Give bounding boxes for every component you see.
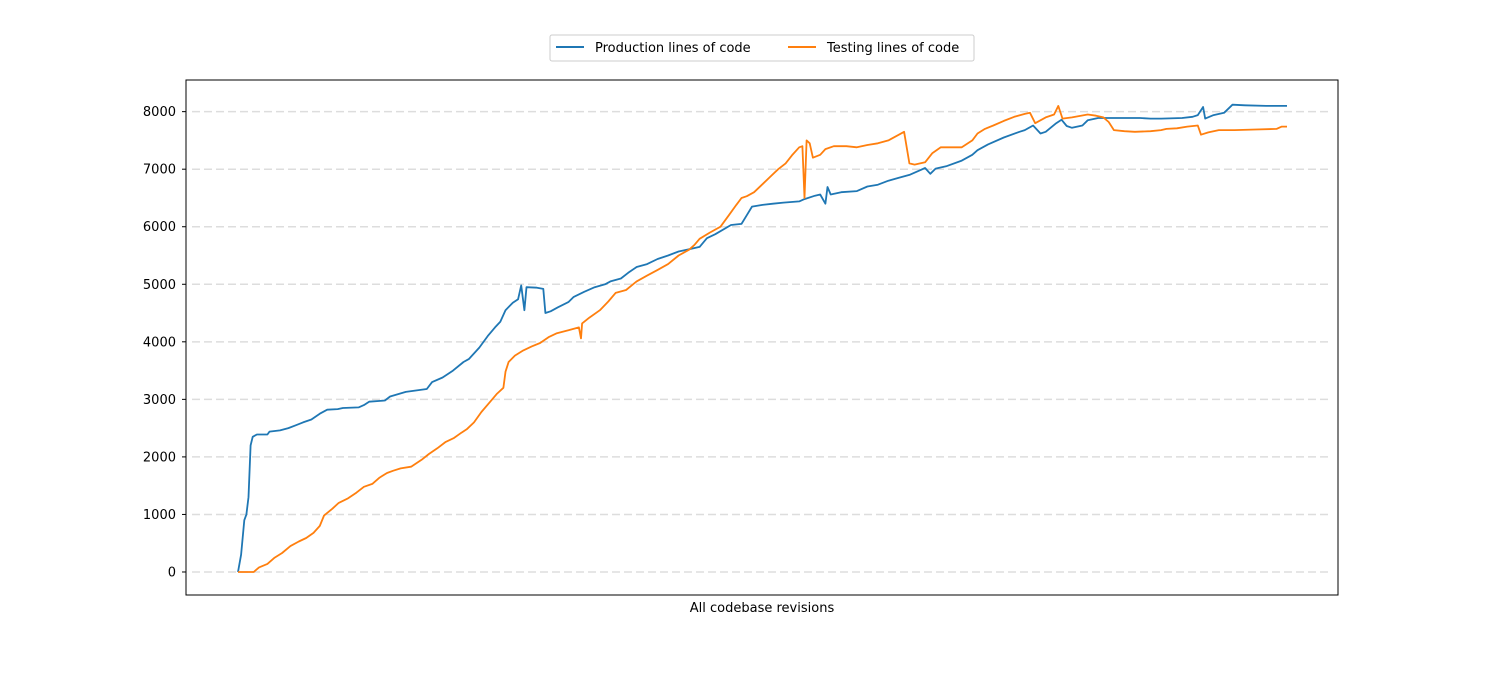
x-axis-label: All codebase revisions (690, 601, 835, 616)
legend-label-production: Production lines of code (595, 41, 751, 56)
y-tick-label: 7000 (143, 163, 176, 178)
gridlines (192, 110, 1332, 573)
series-line-production (237, 103, 1287, 573)
y-tick-label: 0 (168, 565, 176, 580)
plot-frame (185, 79, 1339, 596)
y-tick-label: 8000 (143, 105, 176, 120)
y-tick-label: 4000 (143, 335, 176, 350)
y-tick-label: 1000 (143, 508, 176, 523)
y-axis: 0 1000 2000 3000 4000 5000 6000 7000 8000 (143, 105, 186, 580)
y-tick-label: 6000 (143, 220, 176, 235)
legend-box (549, 34, 975, 62)
series-line-testing (238, 105, 1287, 573)
y-tick-label: 2000 (143, 450, 176, 465)
series-lines (237, 103, 1287, 573)
legend: Production lines of code Testing lines o… (549, 34, 975, 62)
y-tick-label: 3000 (143, 393, 176, 408)
y-tick-label: 5000 (143, 278, 176, 293)
legend-label-testing: Testing lines of code (826, 41, 959, 56)
